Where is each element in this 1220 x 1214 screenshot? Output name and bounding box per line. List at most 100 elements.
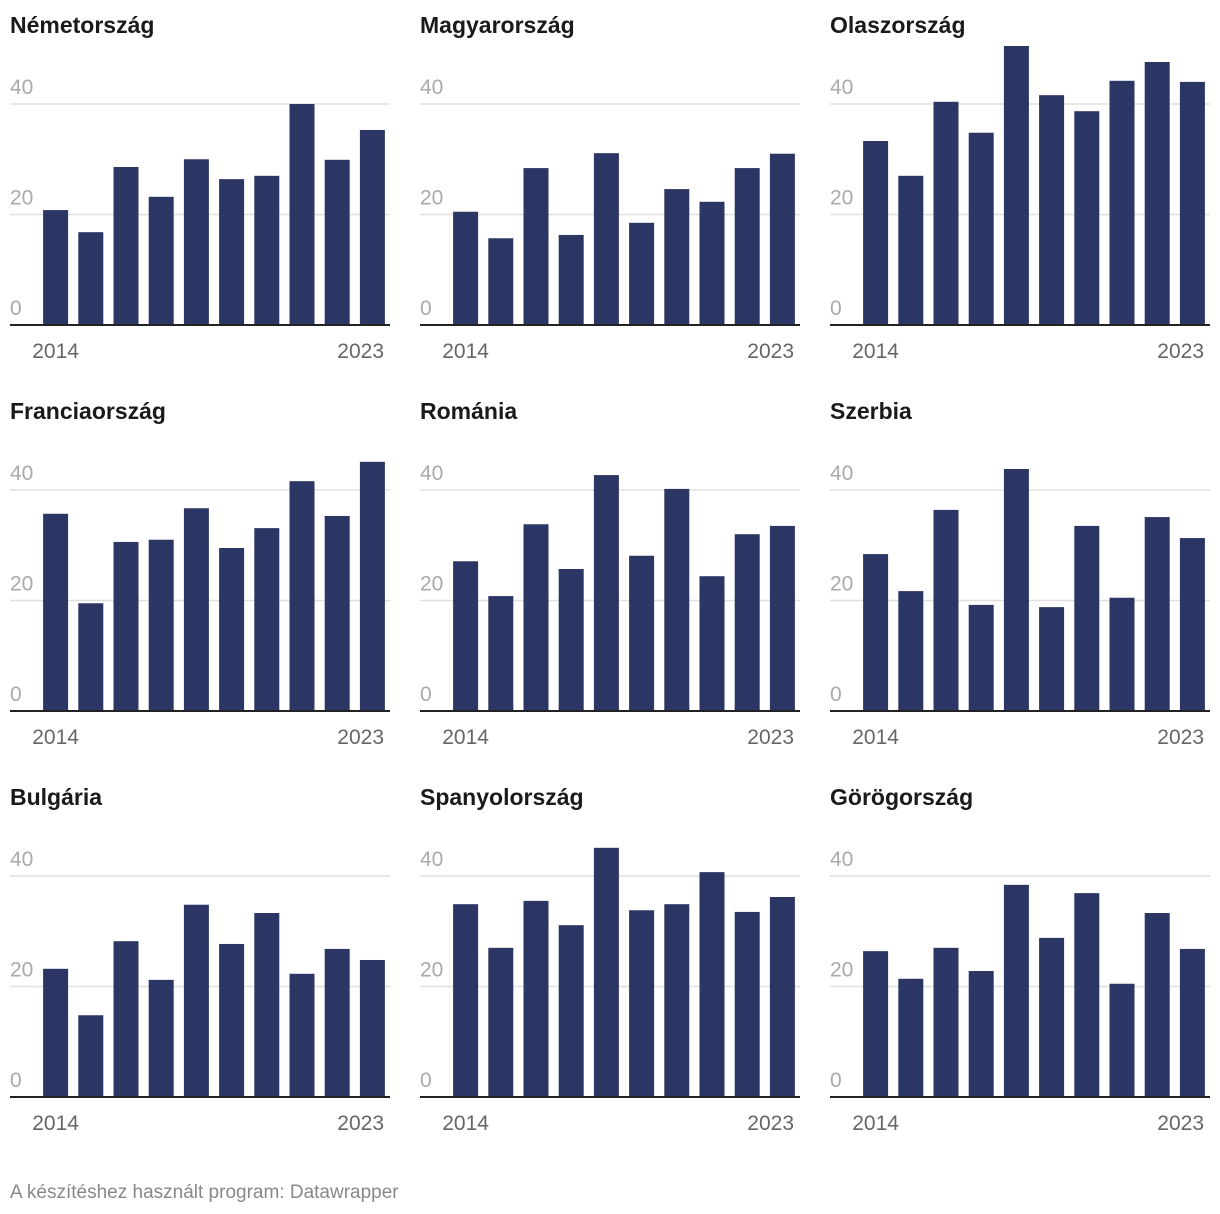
bar [183, 159, 209, 325]
bar [863, 554, 889, 711]
bar [148, 539, 174, 711]
bar [148, 196, 174, 325]
y-tick-label: 0 [420, 1069, 432, 1092]
x-tick-label: 2023 [337, 1112, 384, 1135]
bar [734, 911, 760, 1097]
y-tick-label: 0 [420, 683, 432, 706]
bar [898, 175, 924, 325]
bar [1144, 62, 1170, 325]
y-tick-label: 40 [420, 462, 443, 485]
bar [359, 129, 385, 325]
bar [699, 872, 725, 1097]
y-tick-label: 40 [10, 848, 33, 871]
y-tick-label: 20 [10, 959, 33, 982]
panel-title: Olaszország [830, 12, 966, 38]
y-tick-label: 40 [420, 848, 443, 871]
bar [769, 153, 795, 325]
bar [78, 603, 104, 711]
y-tick-label: 0 [830, 1069, 842, 1092]
bar [1109, 597, 1135, 711]
bar [254, 528, 280, 711]
bar [523, 524, 549, 711]
x-tick-label: 2023 [337, 340, 384, 363]
bar [148, 979, 174, 1097]
bar [558, 569, 584, 711]
bar [1144, 913, 1170, 1097]
x-tick-label: 2023 [747, 340, 794, 363]
bar [219, 179, 245, 325]
bar [324, 948, 350, 1097]
bar [523, 168, 549, 325]
x-tick-label: 2023 [1157, 340, 1204, 363]
bar [968, 132, 994, 325]
y-tick-label: 0 [10, 1069, 22, 1092]
panel-title: Spanyolország [420, 784, 584, 810]
bar [593, 475, 619, 711]
x-tick-label: 2014 [442, 726, 489, 749]
panel-title: Románia [420, 398, 517, 424]
bar [359, 461, 385, 711]
bar [453, 561, 479, 711]
bar [488, 238, 514, 325]
bar [289, 973, 315, 1097]
bar [1074, 525, 1100, 711]
x-tick-label: 2014 [852, 1112, 899, 1135]
bar [558, 234, 584, 325]
y-tick-label: 40 [10, 462, 33, 485]
bar [593, 153, 619, 325]
bar [1003, 884, 1029, 1097]
bar [219, 943, 245, 1097]
x-tick-label: 2014 [32, 1112, 79, 1135]
bar [254, 913, 280, 1097]
bar [183, 904, 209, 1097]
bar [1039, 607, 1065, 711]
bar [43, 210, 69, 325]
bar [1074, 111, 1100, 326]
x-tick-label: 2023 [1157, 726, 1204, 749]
y-tick-label: 40 [830, 848, 853, 871]
bar [1179, 81, 1205, 326]
bar [968, 604, 994, 711]
bar [769, 896, 795, 1097]
bar [453, 211, 479, 325]
x-tick-label: 2023 [747, 1112, 794, 1135]
bar [1039, 95, 1065, 325]
bar [289, 104, 315, 325]
bar [863, 141, 889, 325]
bar [523, 900, 549, 1097]
y-tick-label: 20 [830, 959, 853, 982]
bar [664, 488, 690, 711]
y-tick-label: 40 [830, 76, 853, 99]
y-tick-label: 20 [420, 959, 443, 982]
bar [664, 189, 690, 325]
bar [769, 525, 795, 711]
y-tick-label: 20 [420, 187, 443, 210]
bar [1144, 517, 1170, 711]
bar [629, 555, 655, 711]
bar [1179, 948, 1205, 1097]
x-tick-label: 2014 [32, 340, 79, 363]
x-tick-label: 2023 [1157, 1112, 1204, 1135]
x-tick-label: 2023 [747, 726, 794, 749]
bar [699, 576, 725, 711]
panel-title: Bulgária [10, 784, 102, 810]
panel-title: Görögország [830, 784, 973, 810]
bar [898, 591, 924, 711]
y-tick-label: 20 [10, 573, 33, 596]
y-tick-label: 0 [10, 297, 22, 320]
bar [1074, 893, 1100, 1097]
x-tick-label: 2014 [442, 1112, 489, 1135]
bar [113, 941, 139, 1097]
bar [324, 159, 350, 325]
y-tick-label: 0 [830, 683, 842, 706]
bar [863, 951, 889, 1097]
bar [254, 175, 280, 325]
bar [1003, 469, 1029, 711]
bar [43, 513, 69, 711]
y-tick-label: 20 [830, 573, 853, 596]
bar [933, 101, 959, 325]
y-tick-label: 0 [10, 683, 22, 706]
y-tick-label: 20 [10, 187, 33, 210]
bar [78, 1015, 104, 1097]
x-tick-label: 2014 [852, 340, 899, 363]
